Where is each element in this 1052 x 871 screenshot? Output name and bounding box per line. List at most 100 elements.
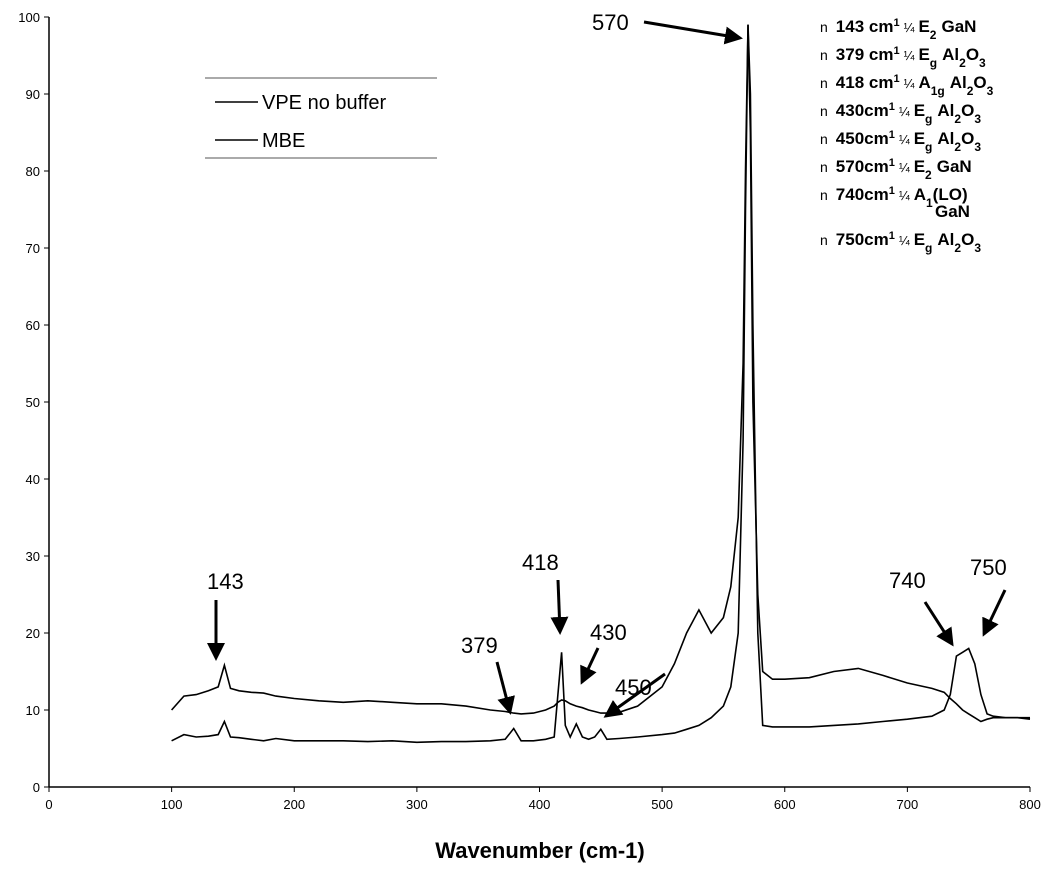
mode: Eg — [914, 129, 933, 154]
mode: A1g — [918, 73, 944, 98]
subscript: 3 — [974, 241, 981, 255]
y-tick-label: 100 — [18, 10, 40, 25]
wavenumber: 430cm — [836, 101, 889, 120]
exponent: 1 — [893, 17, 899, 29]
y-tick-label: 30 — [26, 549, 40, 564]
exponent: 1 — [889, 101, 895, 113]
subscript: g — [930, 56, 937, 70]
y-tick-label: 60 — [26, 318, 40, 333]
annotation: 418 — [522, 550, 559, 575]
subscript: g — [925, 112, 932, 126]
wavenumber: 418 cm — [836, 73, 894, 92]
subscript: 1 — [926, 196, 933, 210]
text-part: O — [973, 73, 986, 92]
subscript: 2 — [925, 168, 932, 182]
material: GaN — [941, 17, 976, 36]
x-tick-label: 100 — [161, 797, 183, 812]
subscript: 3 — [987, 84, 994, 98]
subscript: 2 — [954, 140, 961, 154]
text-part: O — [961, 129, 974, 148]
subscript: 2 — [954, 112, 961, 126]
material: Al2O3 — [937, 101, 981, 126]
subscript: 2 — [959, 56, 966, 70]
legend-box — [205, 77, 437, 159]
peak-item: n 750cm1 ¼ Eg Al2O3 — [820, 230, 981, 255]
arrow — [550, 579, 569, 635]
peak-item: n 450cm1 ¼ Eg Al2O3 — [820, 129, 981, 154]
text-part: GaN — [941, 17, 976, 36]
subscript: 3 — [974, 112, 981, 126]
text-part: GaN — [935, 202, 970, 221]
text-part: E — [918, 45, 929, 64]
x-tick-label: 600 — [774, 797, 796, 812]
material: Al2O3 — [942, 45, 986, 70]
separator: ¼ — [904, 48, 915, 63]
text-part: (LO) — [933, 185, 968, 204]
y-tick-label: 90 — [26, 87, 40, 102]
text-part: O — [966, 45, 979, 64]
arrow — [923, 601, 954, 647]
legend-label: MBE — [262, 130, 305, 152]
separator: ¼ — [899, 160, 910, 175]
arrow — [643, 20, 743, 45]
bullet: n — [820, 103, 828, 119]
x-tick-label: 0 — [45, 797, 52, 812]
text-part: E — [914, 129, 925, 148]
subscript: 3 — [974, 140, 981, 154]
text-part: A — [918, 73, 930, 92]
peak-item: n 143 cm1 ¼ E2 GaN — [820, 17, 976, 42]
material: Al2O3 — [950, 73, 994, 98]
annotation-arrows — [207, 20, 1007, 718]
peak-item: n 740cm1 ¼ A1(LO) — [820, 185, 968, 210]
arrow — [982, 589, 1007, 637]
annotation: 570 — [592, 10, 629, 35]
peak-item: n 379 cm1 ¼ Eg Al2O3 — [820, 45, 986, 70]
text-part: O — [961, 230, 974, 249]
exponent: 1 — [889, 185, 895, 197]
x-tick-label: 400 — [529, 797, 551, 812]
text-part: Al — [942, 45, 959, 64]
peak-item: n 570cm1 ¼ E2 GaN — [820, 157, 972, 182]
annotation: 379 — [461, 633, 498, 658]
text-part: O — [961, 101, 974, 120]
x-axis-title: Wavenumber (cm-1) — [435, 838, 644, 863]
separator: ¼ — [899, 233, 910, 248]
peak-item: n 418 cm1 ¼ A1g Al2O3 — [820, 73, 994, 98]
bullet: n — [820, 232, 828, 248]
y-tick-label: 40 — [26, 472, 40, 487]
mode: A1(LO) — [914, 185, 968, 210]
y-tick-label: 0 — [33, 780, 40, 795]
text-part: Al — [937, 129, 954, 148]
subscript: 2 — [967, 84, 974, 98]
text-part: A — [914, 185, 926, 204]
wavenumber: 450cm — [836, 129, 889, 148]
y-tick-label: 80 — [26, 164, 40, 179]
mode: Eg — [918, 45, 937, 70]
y-tick-label: 20 — [26, 626, 40, 641]
x-tick-label: 800 — [1019, 797, 1041, 812]
subscript: g — [925, 140, 932, 154]
wavenumber: 740cm — [836, 185, 889, 204]
text-part: Al — [937, 230, 954, 249]
text-part: E — [918, 17, 929, 36]
bullet: n — [820, 159, 828, 175]
wavenumber: 750cm — [836, 230, 889, 249]
text-part: E — [914, 230, 925, 249]
exponent: 1 — [889, 157, 895, 169]
x-tick-label: 300 — [406, 797, 428, 812]
annotation: 430 — [590, 620, 627, 645]
text-part: GaN — [937, 157, 972, 176]
annotation: 750 — [970, 555, 1007, 580]
separator: ¼ — [899, 188, 910, 203]
mode: Eg — [914, 101, 933, 126]
arrow — [580, 647, 600, 685]
mode: E2 — [918, 17, 936, 42]
series-line — [171, 24, 1030, 723]
series-line — [171, 24, 1031, 744]
bullet: n — [820, 19, 828, 35]
separator: ¼ — [904, 76, 915, 91]
subscript: 1g — [931, 84, 945, 98]
arrow — [495, 661, 515, 715]
text-part: Al — [950, 73, 967, 92]
